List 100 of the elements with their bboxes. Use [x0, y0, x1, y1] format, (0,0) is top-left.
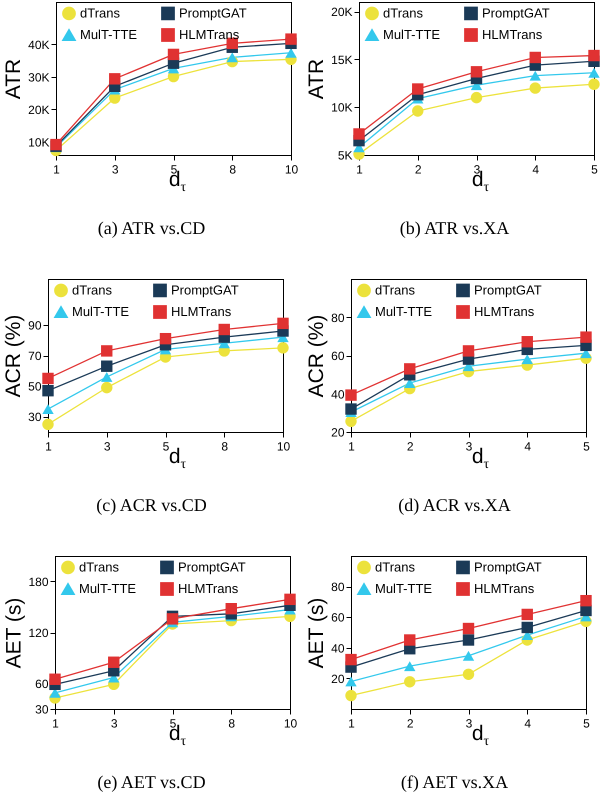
point — [404, 363, 416, 375]
y-axis-title: ACR (%) — [2, 314, 26, 398]
x-tick-label: 1 — [52, 716, 60, 730]
legend-label: HLMTrans — [474, 581, 535, 596]
y-tick-label: 60 — [331, 349, 345, 363]
y-tick-label: 20 — [331, 426, 345, 440]
y-tick-label: 120 — [28, 626, 49, 640]
y-tick-label: 60 — [35, 677, 49, 691]
legend-label: PromptGAT — [179, 5, 247, 20]
y-tick-label: 40 — [331, 641, 345, 656]
legend-label: HLMTrans — [171, 304, 232, 319]
y-tick-label: 40K — [28, 38, 50, 52]
point — [160, 332, 172, 344]
point — [522, 354, 533, 364]
x-axis-title: d$_{τ}$ — [472, 722, 490, 750]
y-tick-label: 30K — [28, 70, 50, 84]
legend-label: HLMTrans — [482, 27, 543, 42]
x-tick-label: 2 — [406, 440, 414, 454]
point — [462, 345, 474, 357]
x-tick-label: 10 — [284, 162, 298, 176]
text: (e) AET vs.CD — [96, 772, 207, 793]
x-tick-label: 10 — [276, 440, 290, 454]
x-tick-label: 2 — [414, 162, 422, 176]
y-tick-label: 15K — [331, 52, 352, 67]
text: (a) ATR vs.CD — [96, 218, 206, 239]
x-tick-label: 1 — [53, 162, 60, 176]
point — [470, 92, 482, 104]
point — [404, 661, 416, 672]
x-tick-label: 3 — [466, 440, 473, 454]
point — [404, 676, 416, 688]
y-tick-label: 30 — [28, 410, 42, 424]
point — [345, 416, 357, 427]
legend-label: MulT-TTE — [79, 581, 136, 596]
point — [166, 613, 178, 625]
legend-label: HLMTrans — [179, 27, 240, 42]
point — [462, 622, 474, 634]
y-tick-label: 40 — [331, 387, 345, 402]
legend-label: PromptGAT — [474, 559, 542, 574]
legend-label: PromptGAT — [482, 5, 550, 20]
x-tick-label: 8 — [228, 716, 236, 730]
text: (f) AET vs.XA — [400, 772, 510, 793]
point — [588, 50, 600, 62]
x-tick-label: 10 — [284, 716, 298, 730]
point — [470, 66, 482, 78]
point — [462, 668, 474, 680]
legend-label: PromptGAT — [474, 282, 542, 298]
y-tick-label: 30 — [35, 702, 49, 716]
point — [226, 52, 238, 62]
point — [277, 318, 289, 330]
legend-label: dTrans — [72, 282, 112, 298]
y-tick-label: 20K — [331, 5, 352, 20]
legend-label: HLMTrans — [474, 304, 535, 319]
point — [345, 690, 357, 702]
point — [284, 594, 296, 606]
point — [522, 622, 533, 634]
point — [345, 403, 357, 415]
x-axis-title: d$_{τ}$ — [168, 445, 186, 472]
point — [285, 48, 297, 58]
x-tick-label: 4 — [524, 716, 532, 730]
point — [101, 382, 112, 394]
point — [168, 48, 180, 60]
y-tick-label: 10K — [28, 135, 50, 150]
point — [345, 676, 357, 686]
point — [42, 404, 54, 414]
x-tick-label: 3 — [112, 162, 119, 176]
text: (c) ACR vs.CD — [95, 495, 208, 516]
x-tick-label: 1 — [348, 716, 356, 730]
x-tick-label: 4 — [524, 440, 532, 454]
point — [101, 360, 112, 372]
y-tick-label: 80 — [331, 580, 345, 594]
point — [530, 52, 541, 64]
x-tick-label: 4 — [532, 162, 540, 176]
legend-label: MulT-TTE — [375, 304, 432, 319]
legend-label: HLMTrans — [178, 581, 239, 596]
legend-label: dTrans — [375, 559, 416, 574]
point — [218, 324, 230, 336]
point — [285, 33, 297, 45]
x-tick-label: 8 — [221, 440, 228, 454]
point — [588, 78, 600, 90]
y-tick-label: 5K — [338, 148, 352, 162]
legend-label: MulT-TTE — [80, 27, 138, 42]
x-tick-label: 5 — [162, 440, 170, 454]
point — [277, 342, 289, 354]
legend-label: dTrans — [79, 559, 120, 574]
point — [412, 83, 424, 95]
point — [580, 594, 592, 606]
y-axis-title: ATR — [305, 58, 328, 100]
point — [412, 105, 424, 117]
legend-label: MulT-TTE — [72, 304, 130, 319]
point — [49, 674, 61, 685]
point — [42, 384, 54, 396]
x-tick-label: 3 — [466, 716, 473, 730]
legend-label: dTrans — [375, 282, 416, 298]
point — [109, 73, 120, 85]
point — [530, 82, 541, 94]
point — [462, 634, 474, 646]
y-tick-label: 20 — [331, 672, 345, 686]
x-tick-label: 5 — [583, 716, 590, 730]
x-tick-label: 5 — [583, 440, 590, 454]
point — [588, 68, 600, 78]
